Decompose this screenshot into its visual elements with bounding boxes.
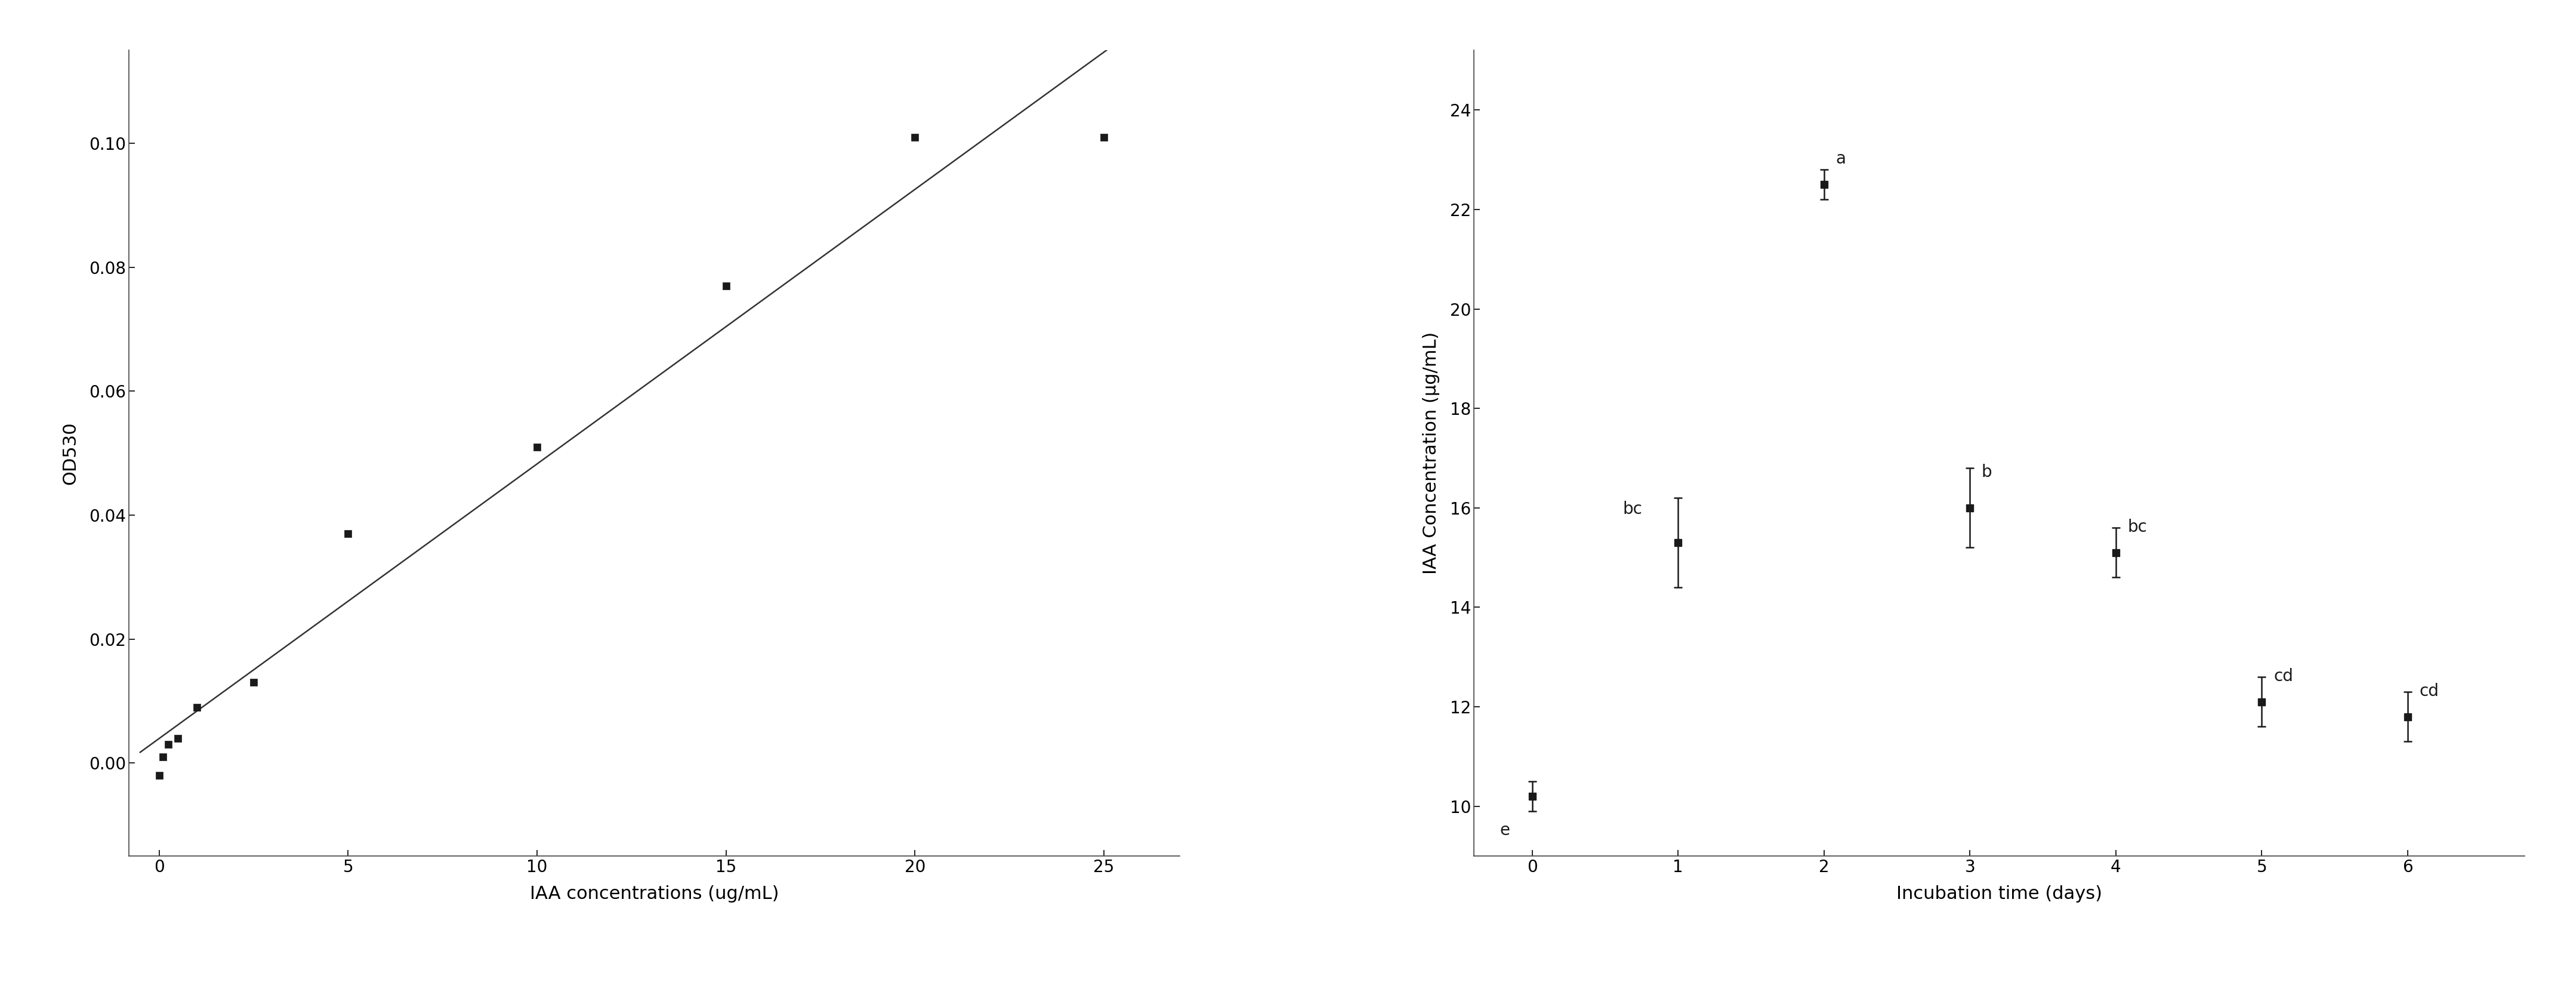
X-axis label: IAA concentrations (ug/mL): IAA concentrations (ug/mL)	[531, 885, 778, 903]
Point	[175, 699, 216, 715]
Y-axis label: OD530: OD530	[62, 422, 80, 484]
Point	[894, 129, 935, 145]
Point	[327, 526, 368, 542]
Text: b: b	[1981, 464, 1991, 480]
Point	[139, 767, 180, 783]
Point	[515, 439, 556, 455]
Text: bc: bc	[2128, 519, 2148, 535]
Point	[147, 736, 188, 752]
Text: cd: cd	[2419, 683, 2439, 699]
Y-axis label: IAA Concentration (μg/mL): IAA Concentration (μg/mL)	[1422, 332, 1440, 574]
Point	[1084, 129, 1126, 145]
Text: a: a	[1837, 150, 1847, 167]
Text: e: e	[1499, 822, 1510, 839]
Point	[706, 278, 747, 294]
Point	[232, 675, 273, 691]
X-axis label: Incubation time (days): Incubation time (days)	[1896, 885, 2102, 903]
Text: cd: cd	[2275, 668, 2293, 685]
Point	[157, 730, 198, 746]
Point	[142, 749, 183, 765]
Text: bc: bc	[1623, 501, 1643, 518]
